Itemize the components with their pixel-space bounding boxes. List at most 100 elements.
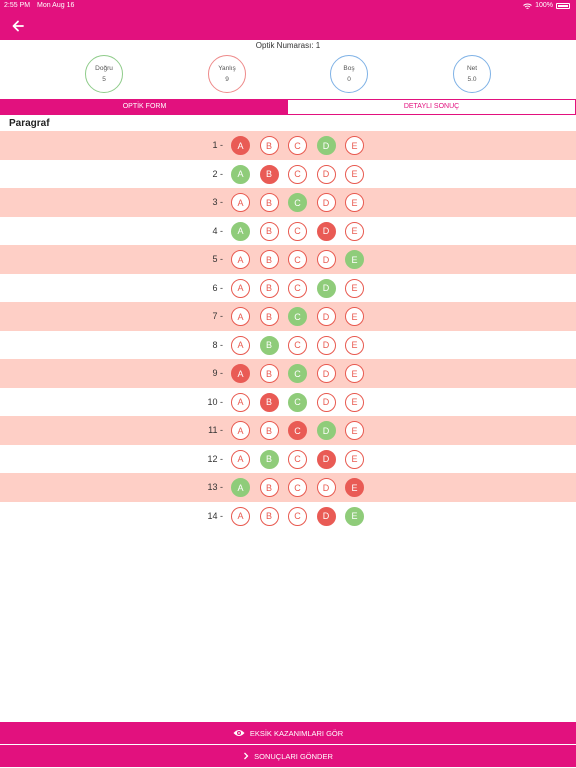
option-b-bubble[interactable]: B [259, 506, 279, 526]
option-d-bubble[interactable]: D [316, 478, 336, 497]
tab-optik-form[interactable]: OPTİK FORM [1, 100, 288, 114]
option-d-bubble[interactable]: D [316, 250, 336, 269]
back-button[interactable] [8, 16, 28, 36]
option-d-bubble[interactable]: D [316, 506, 336, 526]
option-c-bubble[interactable]: C [288, 221, 307, 241]
tab-detayli-sonuc[interactable]: DETAYLI SONUÇ [288, 100, 575, 114]
option-c-bubble[interactable]: C [288, 250, 307, 269]
option-e-bubble[interactable]: E [345, 335, 364, 355]
option-b-bubble[interactable]: B [259, 164, 279, 184]
status-date: Mon Aug 16 [37, 2, 75, 9]
option-c-bubble[interactable]: C [288, 478, 307, 497]
option-d-bubble[interactable]: D [316, 278, 336, 298]
option-a-bubble[interactable]: A [231, 136, 250, 155]
option-a-bubble[interactable]: A [231, 307, 250, 326]
question-number: 12 - [207, 453, 223, 464]
option-a-bubble[interactable]: A [231, 421, 250, 440]
option-c-bubble[interactable]: C [288, 278, 307, 298]
option-e-bubble[interactable]: E [345, 478, 364, 497]
option-c-bubble[interactable]: C [288, 164, 307, 184]
option-c-bubble[interactable]: C [288, 307, 307, 326]
option-a-bubble[interactable]: A [231, 278, 250, 298]
stat-yanlis-label: Yanlış [218, 65, 236, 72]
option-a-bubble[interactable]: A [231, 506, 250, 526]
option-c-bubble[interactable]: C [288, 506, 307, 526]
option-e-bubble[interactable]: E [345, 164, 364, 184]
option-e-bubble[interactable]: E [345, 250, 364, 269]
option-b-bubble[interactable]: B [259, 449, 279, 469]
sonuclari-gonder-button[interactable]: SONUÇLARI GÖNDER [0, 745, 576, 767]
stat-bos-label: Boş [343, 65, 355, 72]
option-d-bubble[interactable]: D [316, 449, 336, 469]
option-d-bubble[interactable]: D [316, 164, 336, 184]
option-e-bubble[interactable]: E [345, 364, 364, 383]
option-d-bubble[interactable]: D [316, 392, 336, 412]
option-e-bubble[interactable]: E [345, 193, 364, 212]
option-b-bubble[interactable]: B [259, 278, 279, 298]
option-b-bubble[interactable]: B [259, 307, 279, 326]
arrow-left-icon [12, 20, 24, 32]
option-b-bubble[interactable]: B [259, 364, 279, 383]
option-c-bubble[interactable]: C [288, 136, 307, 155]
stat-dogru-label: Doğru [95, 65, 113, 72]
option-e-bubble[interactable]: E [345, 392, 364, 412]
option-a-bubble[interactable]: A [231, 449, 250, 469]
option-e-bubble[interactable]: E [345, 278, 364, 298]
stat-net: Net 5.0 [453, 55, 491, 93]
option-b-bubble[interactable]: B [259, 421, 279, 440]
option-e-bubble[interactable]: E [345, 421, 364, 440]
option-e-bubble[interactable]: E [345, 221, 364, 241]
option-e-bubble[interactable]: E [345, 136, 364, 155]
option-d-bubble[interactable]: D [316, 364, 336, 383]
option-a-bubble[interactable]: A [231, 193, 250, 212]
option-d-bubble[interactable]: D [316, 221, 336, 241]
option-d-bubble[interactable]: D [316, 421, 336, 440]
option-a-bubble[interactable]: A [231, 364, 250, 383]
option-b-bubble[interactable]: B [259, 221, 279, 241]
option-a-bubble[interactable]: A [231, 164, 250, 184]
option-d-bubble[interactable]: D [316, 335, 336, 355]
option-c-bubble[interactable]: C [288, 335, 307, 355]
option-a-bubble[interactable]: A [231, 392, 250, 412]
option-a-bubble[interactable]: A [231, 221, 250, 241]
option-d-bubble[interactable]: D [316, 136, 336, 155]
option-a-bubble[interactable]: A [231, 335, 250, 355]
option-c-bubble[interactable]: C [288, 392, 307, 412]
option-a-bubble[interactable]: A [231, 250, 250, 269]
option-d-bubble[interactable]: D [316, 193, 336, 212]
option-c-bubble[interactable]: C [288, 364, 307, 383]
option-b-bubble[interactable]: B [259, 335, 279, 355]
question-number: 13 - [207, 482, 223, 492]
option-c-bubble[interactable]: C [288, 193, 307, 212]
eye-icon [233, 730, 245, 736]
eksik-kazanimlar-button[interactable]: EKSİK KAZANIMLARI GÖR [0, 722, 576, 744]
sonuclari-gonder-label: SONUÇLARI GÖNDER [254, 751, 333, 761]
option-e-bubble[interactable]: E [345, 506, 364, 526]
option-e-bubble[interactable]: E [345, 449, 364, 469]
option-b-bubble[interactable]: B [259, 193, 279, 212]
option-d-bubble[interactable]: D [316, 307, 336, 326]
option-c-bubble[interactable]: C [288, 421, 307, 440]
option-a-bubble[interactable]: A [231, 478, 250, 497]
option-b-bubble[interactable]: B [259, 392, 279, 412]
option-b-bubble[interactable]: B [259, 136, 279, 155]
option-c-bubble[interactable]: C [288, 449, 307, 469]
option-e-bubble[interactable]: E [345, 307, 364, 326]
option-b-bubble[interactable]: B [259, 250, 279, 269]
nav-bar [0, 12, 576, 40]
stat-bos: Boş 0 [330, 55, 368, 93]
option-b-bubble[interactable]: B [259, 478, 279, 497]
